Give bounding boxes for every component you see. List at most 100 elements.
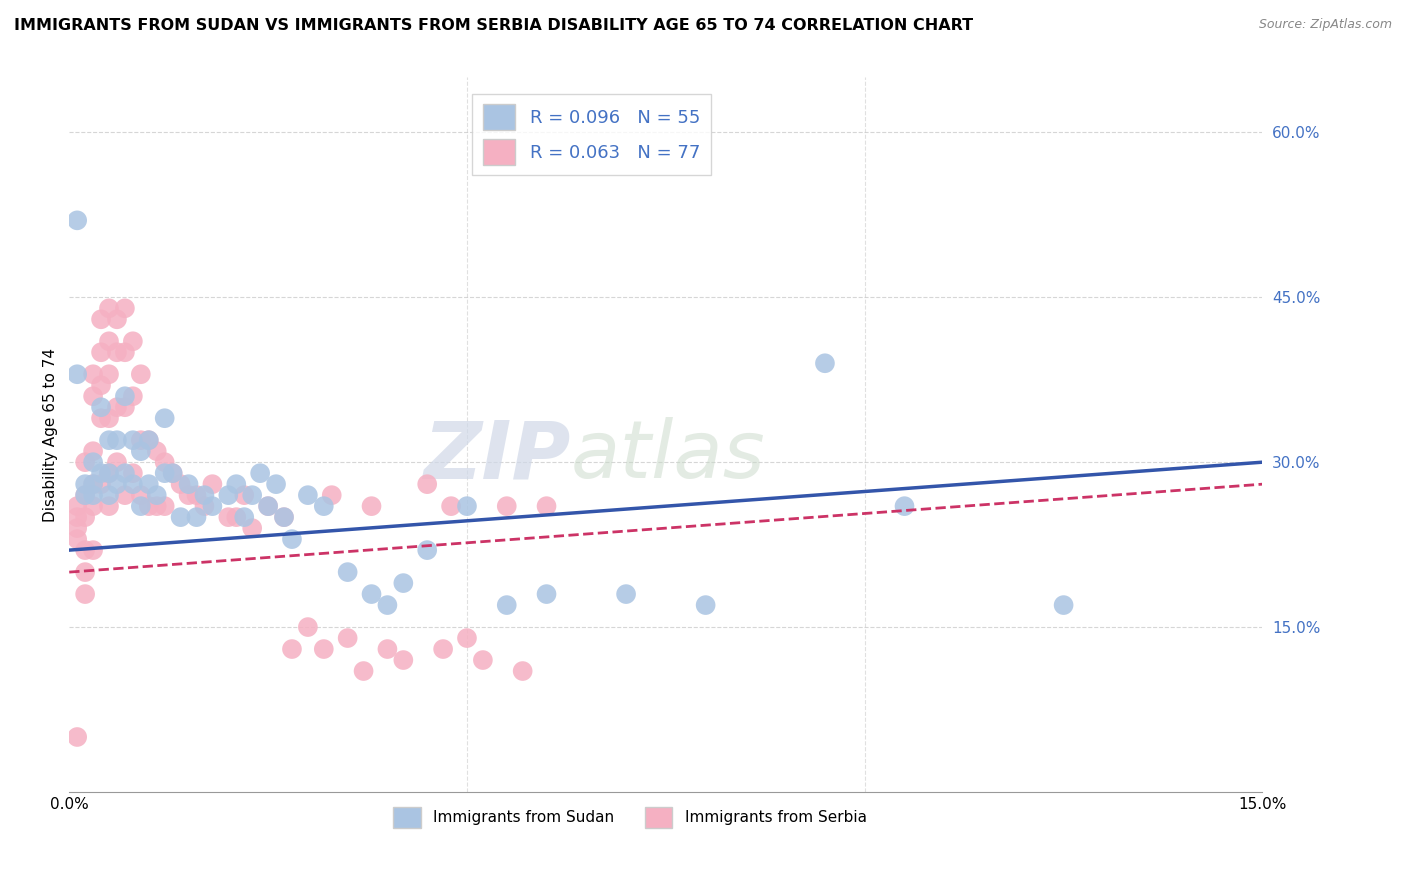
- Point: [90, 378, 112, 392]
- Point: [82, 389, 104, 403]
- Point: [240, 488, 263, 502]
- Point: [177, 488, 200, 502]
- Point: [264, 477, 287, 491]
- Point: [201, 477, 224, 491]
- Point: [98, 433, 121, 447]
- Y-axis label: Disability Age 65 to 74: Disability Age 65 to 74: [44, 348, 58, 522]
- Point: [98, 466, 121, 480]
- Point: [98, 411, 121, 425]
- Point: [66, 368, 89, 382]
- Point: [225, 477, 247, 491]
- Point: [336, 565, 359, 579]
- Point: [98, 466, 121, 480]
- Point: [138, 499, 160, 513]
- Point: [495, 499, 517, 513]
- Legend: Immigrants from Sudan, Immigrants from Serbia: Immigrants from Sudan, Immigrants from S…: [388, 800, 873, 834]
- Point: [416, 543, 439, 558]
- Point: [392, 653, 415, 667]
- Point: [512, 664, 534, 678]
- Point: [536, 499, 558, 513]
- Point: [169, 477, 191, 491]
- Point: [105, 401, 128, 415]
- Point: [66, 510, 89, 524]
- Point: [75, 488, 97, 502]
- Point: [129, 488, 152, 502]
- Point: [114, 345, 136, 359]
- Point: [614, 587, 637, 601]
- Point: [105, 477, 128, 491]
- Point: [217, 510, 239, 524]
- Point: [440, 499, 463, 513]
- Point: [105, 345, 128, 359]
- Point: [138, 477, 160, 491]
- Point: [814, 356, 837, 370]
- Point: [122, 389, 145, 403]
- Point: [129, 499, 152, 513]
- Point: [186, 488, 208, 502]
- Point: [66, 213, 89, 227]
- Point: [217, 488, 239, 502]
- Point: [153, 411, 176, 425]
- Point: [225, 510, 247, 524]
- Point: [122, 433, 145, 447]
- Point: [360, 499, 382, 513]
- Point: [193, 488, 215, 502]
- Point: [233, 488, 256, 502]
- Text: ZIP: ZIP: [423, 417, 571, 495]
- Point: [336, 631, 359, 645]
- Point: [377, 598, 399, 612]
- Point: [495, 598, 517, 612]
- Point: [177, 477, 200, 491]
- Point: [114, 401, 136, 415]
- Point: [75, 510, 97, 524]
- Point: [98, 301, 121, 316]
- Point: [138, 433, 160, 447]
- Point: [353, 664, 375, 678]
- Point: [169, 510, 191, 524]
- Point: [75, 477, 97, 491]
- Point: [129, 444, 152, 458]
- Text: Source: ZipAtlas.com: Source: ZipAtlas.com: [1258, 18, 1392, 31]
- Point: [416, 477, 439, 491]
- Point: [138, 433, 160, 447]
- Point: [153, 499, 176, 513]
- Point: [297, 620, 319, 634]
- Point: [273, 510, 295, 524]
- Point: [75, 543, 97, 558]
- Point: [257, 499, 280, 513]
- Point: [98, 499, 121, 513]
- Point: [90, 312, 112, 326]
- Point: [114, 301, 136, 316]
- Point: [98, 368, 121, 382]
- Point: [105, 312, 128, 326]
- Point: [695, 598, 717, 612]
- Point: [75, 488, 97, 502]
- Point: [186, 510, 208, 524]
- Point: [90, 411, 112, 425]
- Point: [153, 466, 176, 480]
- Point: [249, 466, 271, 480]
- Point: [893, 499, 915, 513]
- Point: [98, 488, 121, 502]
- Point: [321, 488, 343, 502]
- Point: [75, 587, 97, 601]
- Point: [90, 345, 112, 359]
- Point: [153, 455, 176, 469]
- Point: [82, 477, 104, 491]
- Point: [312, 499, 335, 513]
- Point: [122, 477, 145, 491]
- Point: [75, 565, 97, 579]
- Point: [257, 499, 280, 513]
- Point: [201, 499, 224, 513]
- Point: [536, 587, 558, 601]
- Point: [122, 334, 145, 349]
- Point: [82, 368, 104, 382]
- Text: atlas: atlas: [571, 417, 765, 495]
- Point: [1052, 598, 1074, 612]
- Point: [240, 521, 263, 535]
- Point: [145, 499, 167, 513]
- Point: [90, 401, 112, 415]
- Point: [82, 543, 104, 558]
- Point: [129, 433, 152, 447]
- Point: [456, 499, 478, 513]
